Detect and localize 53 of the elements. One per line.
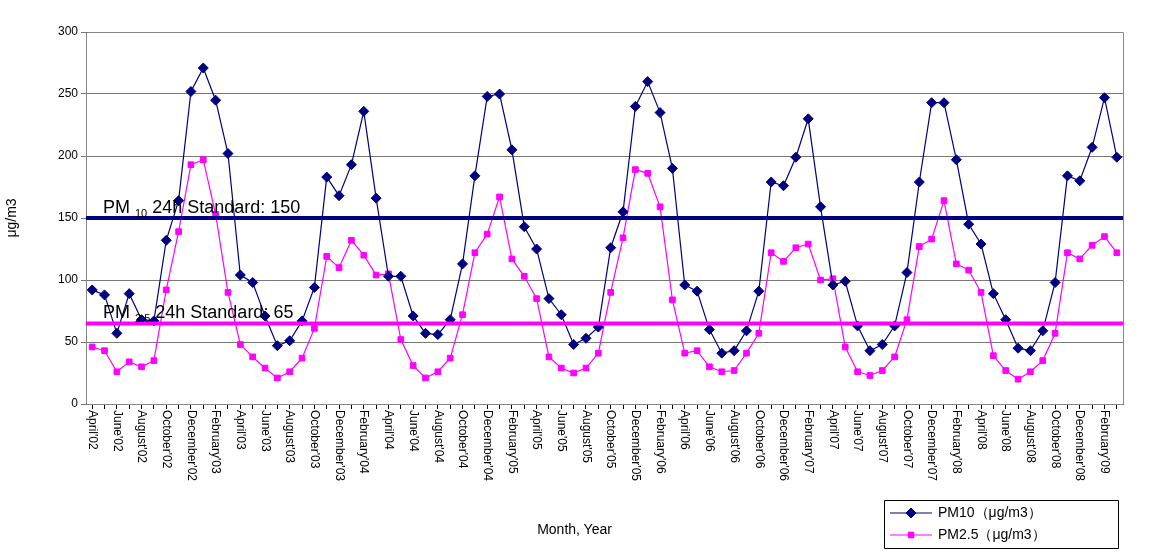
x-tick-label: June'06 (703, 410, 718, 452)
x-tick-label: April'07 (826, 410, 841, 450)
x-tick-label: December'04 (480, 410, 495, 482)
x-tick-label: August'03 (283, 410, 298, 464)
x-tick-label: June'07 (851, 410, 866, 452)
x-tick-label: October'05 (604, 410, 619, 469)
x-tick-label: February'04 (357, 410, 372, 474)
x-tick-label: August'04 (431, 410, 446, 464)
x-tick-label: April'05 (530, 410, 545, 450)
x-tick-label: December'03 (332, 410, 347, 482)
x-tick-label: February'03 (209, 410, 224, 474)
x-tick-label: August'08 (1024, 410, 1039, 464)
x-tick-label: June'08 (999, 410, 1014, 452)
x-tick-label: December'05 (629, 410, 644, 482)
x-tick-label: August'07 (875, 410, 890, 464)
x-tick-label: October'06 (752, 410, 767, 469)
legend-label: PM2.5（μg/m3） (938, 525, 1046, 542)
x-tick-label: December'06 (777, 410, 792, 482)
x-tick-label: April'06 (678, 410, 693, 450)
y-tick-label: 150 (57, 210, 79, 225)
x-tick-label: April'08 (974, 410, 989, 450)
x-tick-label: February'07 (801, 410, 816, 474)
y-tick-label: 250 (57, 86, 79, 101)
x-tick-label: June'05 (554, 410, 569, 452)
x-tick-label: April'02 (85, 410, 100, 450)
y-tick-label: 100 (57, 272, 79, 287)
legend-label: PM10（μg/m3） (938, 503, 1042, 520)
x-tick-label: April'04 (382, 410, 397, 450)
x-tick-label: April'03 (234, 410, 248, 450)
x-tick-label: October'02 (159, 410, 174, 469)
x-tick-label: June'03 (258, 410, 273, 452)
x-tick-label: June'04 (406, 410, 421, 452)
x-tick-label: August'06 (727, 410, 742, 464)
y-tick-label: 0 (71, 396, 79, 411)
x-tick-label: February'08 (950, 410, 965, 474)
x-tick-label: February'05 (505, 410, 520, 474)
x-tick-label: October'04 (456, 410, 471, 469)
x-tick-label: February'06 (653, 410, 668, 474)
x-tick-label: December'02 (184, 410, 199, 482)
y-tick-label: 50 (64, 334, 79, 349)
x-tick-label: October'08 (1048, 410, 1063, 469)
x-tick-label: December'08 (1073, 410, 1088, 482)
x-tick-label: December'07 (925, 410, 940, 482)
x-axis-title: Month, Year (537, 520, 613, 537)
x-tick-label: August'02 (135, 410, 150, 464)
y-tick-label: 300 (57, 24, 79, 39)
x-tick-label: June'02 (110, 410, 125, 452)
x-tick-label: August'05 (579, 410, 594, 464)
y-tick-label: 200 (57, 148, 79, 163)
x-tick-label: February'09 (1098, 410, 1113, 474)
y-axis-title: μg/m3 (3, 198, 20, 238)
x-tick-label: October'07 (900, 410, 915, 469)
x-tick-label: October'03 (308, 410, 323, 469)
